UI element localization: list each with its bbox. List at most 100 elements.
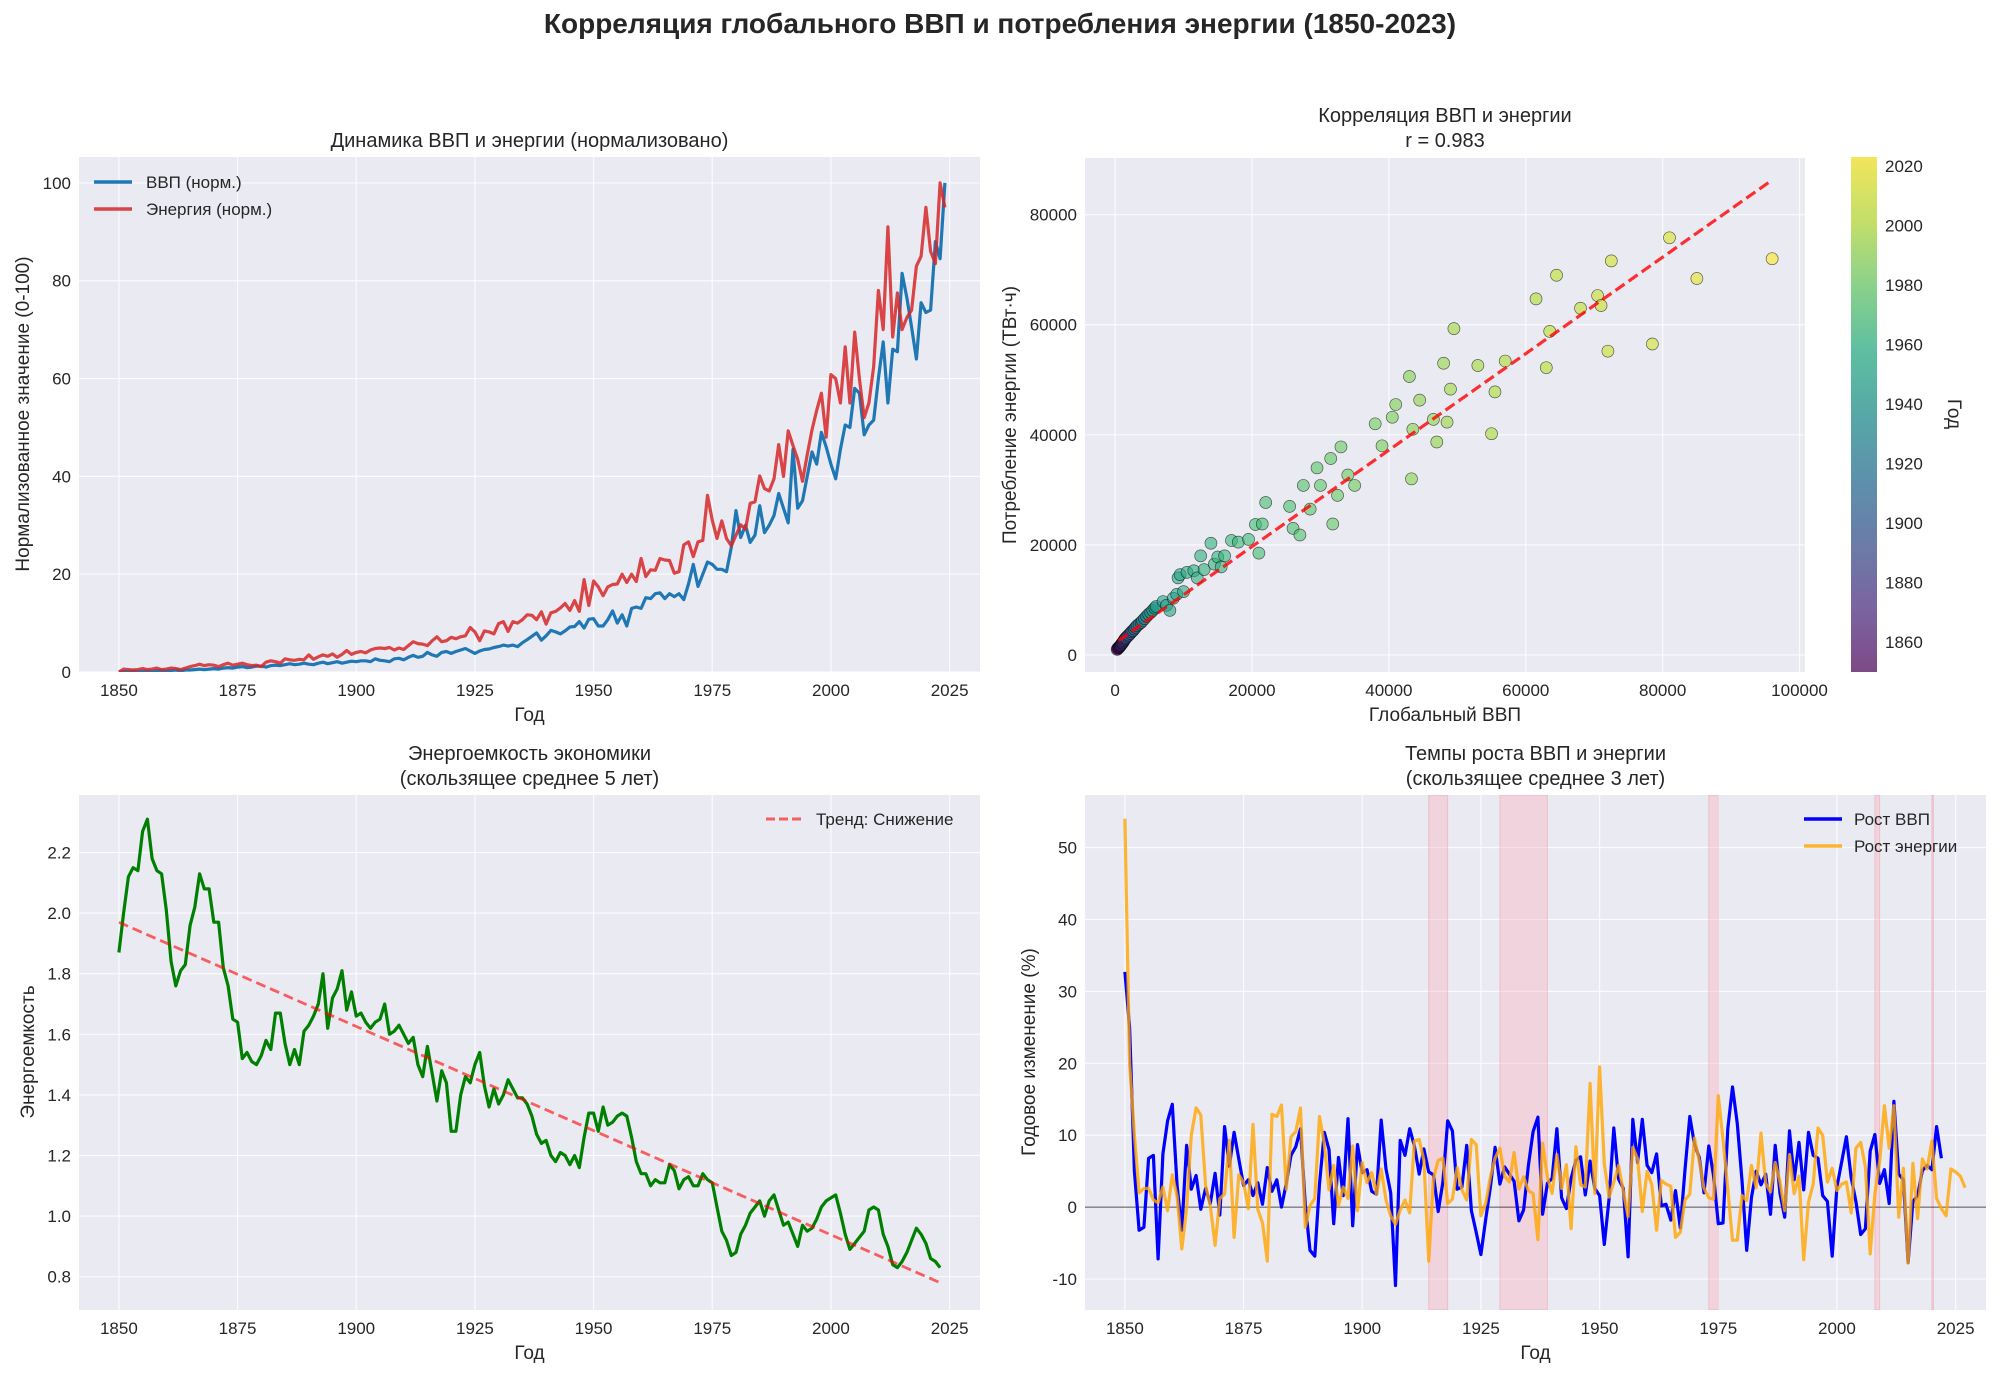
scatter-point [1539,361,1553,375]
scatter-point [1296,479,1310,492]
scatter-point [1368,417,1382,431]
subplot-intensity: 1850 1875 1900 1925 1950 1975 2000 2025 0.8 1.0 1.… [18,743,980,1364]
scatter-point [1601,344,1615,358]
y-tick-label: 30 [1058,982,1077,1001]
crisis-band [1874,795,1881,1310]
scatter-point [1437,356,1450,370]
y-tick-label: 60000 [1030,316,1077,335]
series-line-energy [118,181,947,672]
scatter-point [1529,292,1543,306]
y-tick-label: 1.8 [47,965,71,984]
scatter-point [1194,549,1208,563]
x-tick-label: 1850 [100,681,138,700]
x-tick-label: 1850 [1106,1319,1144,1338]
axis-subtitle: (скользящее среднее 5 лет) [400,768,659,790]
scatter-point [1310,461,1324,475]
scatter-point [1488,385,1502,399]
scatter-point [1498,354,1512,368]
scatter-point [1242,533,1255,546]
y-tick-label: 80000 [1030,206,1077,225]
x-tick-label: 2000 [812,681,850,700]
x-tick-label: 1925 [1462,1319,1500,1338]
regression-line [1117,178,1774,642]
scatter-point [1604,254,1618,268]
colorbar-tick-label: 2000 [1885,216,1923,235]
x-axis-label: Глобальный ВВП [1369,705,1521,726]
x-tick-label: 2000 [812,1319,850,1338]
x-tick-label: 100000 [1771,681,1828,700]
legend: ВВП (норм.) Энергия (норм.) [94,173,272,219]
scatter-point [1324,452,1338,465]
x-tick-label: 1950 [1581,1319,1619,1338]
y-tick-label: 2.2 [47,844,71,863]
x-tick-label: 20000 [1228,681,1275,700]
colorbar-tick-label: 1920 [1885,455,1923,474]
y-tick-label: 1.6 [47,1025,71,1044]
y-tick-label: 0 [62,663,71,682]
x-tick-label: 1900 [1343,1319,1381,1338]
y-tick-label: 0 [1068,1198,1077,1217]
x-tick-label: 2000 [1818,1319,1856,1338]
legend-label-gdp-growth: Рост ВВП [1854,810,1930,829]
subplot-growth: 1850 1875 1900 1925 1950 1975 2000 2025 -10 0 10 20… [1019,743,1986,1364]
scatter-point [1403,370,1416,383]
legend-label-energy-growth: Рост энергии [1854,837,1957,856]
y-tick-label: 50 [1058,839,1077,858]
scatter-point [1406,422,1420,436]
y-tick-label: -10 [1052,1270,1077,1289]
axis-subtitle: (скользящее среднее 3 лет) [1406,768,1665,790]
x-tick-label: 1975 [693,1319,731,1338]
y-tick-label: 40 [52,467,71,486]
x-tick-label: 1900 [337,1319,375,1338]
x-tick-label: 60000 [1502,681,1549,700]
axis-title: Динамика ВВП и энергии (нормализовано) [331,130,729,152]
scatter-point [1663,231,1676,245]
axis-title: Энергоемкость экономики [408,743,651,765]
y-tick-label: 10 [1058,1126,1077,1145]
scatter-point [1405,472,1418,486]
series-line-intensity [117,817,942,1270]
y-tick-label: 40000 [1030,426,1077,445]
colorbar-tick-label: 1980 [1885,276,1923,295]
x-tick-label: 2025 [931,681,969,700]
y-tick-label: 1.4 [47,1086,71,1105]
series-group [118,181,947,672]
series-line-gdp-growth [1123,971,1943,1288]
scatter-point [1690,272,1704,285]
tick-labels: 0 20000 40000 60000 80000 100000 0 20000 40000 60… [1030,206,1828,700]
scatter-point [1550,268,1563,282]
scatter-point [1259,496,1273,509]
scatter-point [1255,517,1269,531]
axis-subtitle: r = 0.983 [1405,130,1485,152]
crisis-band [1708,795,1719,1310]
colorbar-tick-label: 1960 [1885,336,1923,355]
x-tick-label: 1950 [575,681,613,700]
scatter-point [1646,337,1659,351]
scatter-point [1471,359,1485,372]
scatter-point [1430,435,1444,449]
series-group [1085,795,1986,1310]
x-tick-label: 1975 [693,681,731,700]
scatter-point [1331,488,1344,502]
crisis-band [1499,795,1548,1310]
scatter-point [1197,563,1211,576]
legend: Рост ВВП Рост энергии [1804,810,1957,856]
subplot-scatter: 0 20000 40000 60000 80000 100000 0 20000 40000 60… [1000,105,1964,726]
figure-title: Корреляция глобального ВВП и потребления… [543,8,1457,39]
grid [79,157,980,673]
x-tick-label: 1950 [575,1319,613,1338]
scatter-point [1293,528,1307,542]
legend: Тренд: Снижение [766,810,953,829]
y-axis-label: Энергоемкость [18,985,39,1118]
colorbar-label: Год [1943,399,1964,429]
scatter-point [1447,322,1461,335]
scatter-point [1765,252,1779,266]
colorbar-gradient [1851,157,1877,672]
plot-area [79,157,980,672]
x-tick-label: 1975 [1699,1319,1737,1338]
crisis-band [1931,795,1934,1310]
x-tick-label: 1900 [337,681,375,700]
colorbar-ticks: 1860 1880 1900 1920 1940 1960 1980 2000 2020 [1885,157,1923,652]
y-axis-label: Потребление энергии (ТВт·ч) [1000,286,1021,544]
